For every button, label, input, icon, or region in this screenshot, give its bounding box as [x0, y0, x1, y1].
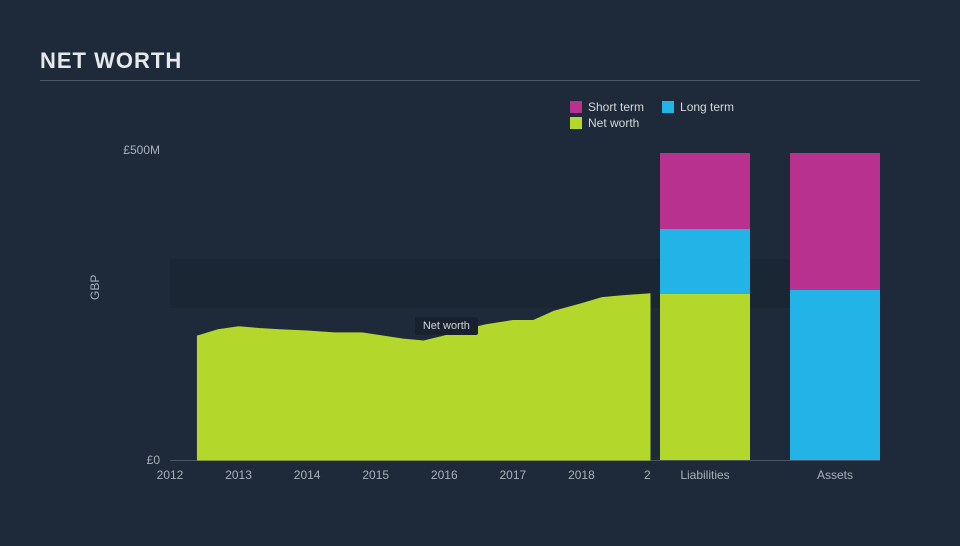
x-tick-label: 2013 — [225, 468, 252, 482]
area-chart — [40, 100, 660, 465]
bar-liabilities — [660, 150, 750, 460]
legend-label: Long term — [680, 100, 734, 114]
net-worth-chart: Short termLong termNet worth GBP £0£500M… — [40, 100, 920, 510]
bar-segment-net_worth — [660, 294, 750, 460]
legend-item: Long term — [662, 100, 734, 114]
page-root: NET WORTH Short termLong termNet worth G… — [0, 0, 960, 546]
tooltip-net-worth: Net worth — [415, 317, 478, 335]
x-tick-label: 2015 — [362, 468, 389, 482]
title-rule — [40, 80, 920, 81]
legend-swatch — [662, 101, 674, 113]
bar-segment-short_term — [790, 153, 880, 289]
bar-segment-long_term — [790, 290, 880, 461]
bar-assets — [790, 150, 880, 460]
x-tick-label: 2012 — [157, 468, 184, 482]
bar-label: Liabilities — [680, 468, 729, 482]
x-tick-label: 2016 — [431, 468, 458, 482]
page-title: NET WORTH — [40, 48, 182, 74]
x-tick-label: 2018 — [568, 468, 595, 482]
bar-label: Assets — [817, 468, 853, 482]
x-tick-label: 2017 — [499, 468, 526, 482]
x-tick-label: 2 — [644, 468, 651, 482]
x-tick-label: 2014 — [294, 468, 321, 482]
bar-segment-short_term — [660, 153, 750, 229]
bar-segment-long_term — [660, 229, 750, 294]
